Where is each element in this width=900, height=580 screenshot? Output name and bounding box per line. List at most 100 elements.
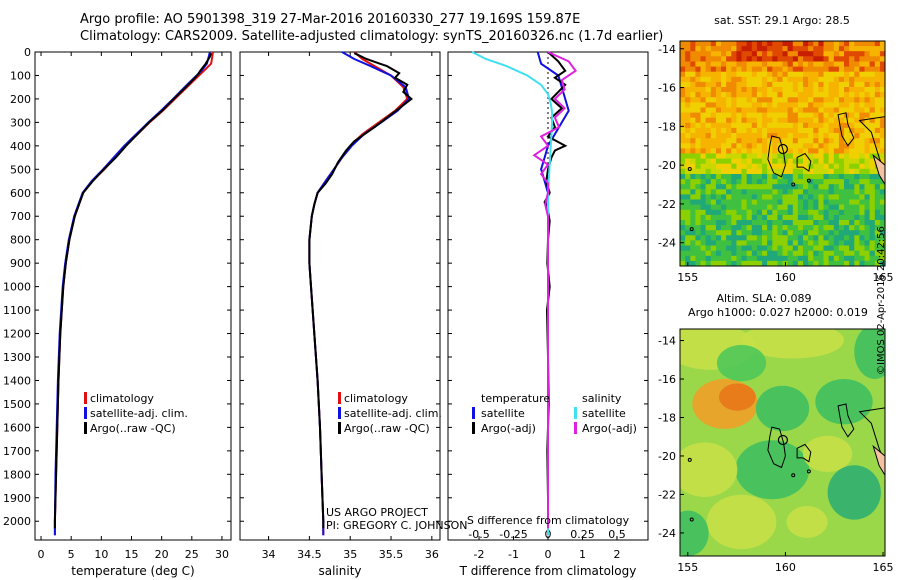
sst-cell <box>700 174 707 180</box>
sst-cell <box>751 225 758 231</box>
sst-cell <box>731 61 737 68</box>
sst-cell <box>715 102 722 109</box>
sst-cell <box>879 148 885 155</box>
sst-cell <box>782 240 789 247</box>
sst-cell <box>813 133 819 139</box>
sst-cell <box>833 56 840 62</box>
sst-cell <box>715 87 722 93</box>
sst-cell <box>859 138 866 144</box>
sst-cell <box>695 46 702 52</box>
sst-cell <box>787 194 794 201</box>
sst-cell <box>782 235 789 241</box>
sst-cell <box>746 51 753 57</box>
sst-cell <box>741 235 748 241</box>
sst-cell <box>833 92 840 98</box>
legend-swatch-t-satellite <box>472 407 475 419</box>
sst-cell <box>700 76 707 83</box>
sst-cell <box>736 148 743 155</box>
x-tick-label: 30 <box>215 548 229 561</box>
sst-cell <box>792 56 799 62</box>
sst-cell <box>828 225 835 231</box>
sst-cell <box>849 112 855 119</box>
sst-cell <box>879 245 885 252</box>
sst-cell <box>700 204 707 211</box>
sst-cell <box>746 199 753 206</box>
sst-cell <box>731 153 737 160</box>
depth-tick-label: 1400 <box>3 374 31 387</box>
sst-cell <box>879 138 885 144</box>
sst-cell <box>690 112 696 119</box>
sst-cell <box>869 260 876 266</box>
sst-cell <box>772 51 778 57</box>
sst-cell <box>874 255 881 262</box>
sst-cell <box>741 46 748 52</box>
sst-cell <box>767 81 773 88</box>
sst-cell <box>828 81 835 88</box>
sst-cell <box>680 250 686 257</box>
sst-cell <box>797 174 804 180</box>
sst-cell <box>833 240 840 247</box>
sst-cell <box>792 204 799 211</box>
sst-cell <box>741 87 748 93</box>
sst-cell <box>690 51 696 57</box>
sst-cell <box>818 240 825 247</box>
sst-cell <box>736 260 743 266</box>
sst-cell <box>685 189 691 195</box>
sst-cell <box>741 76 748 83</box>
sst-cell <box>833 260 840 266</box>
sst-cell <box>818 112 825 119</box>
sst-cell <box>731 250 737 257</box>
sst-cell <box>803 204 809 211</box>
sst-cell <box>721 133 727 139</box>
sst-cell <box>690 71 696 78</box>
x-tick-label-t: -2 <box>474 548 485 561</box>
sst-cell <box>710 158 717 165</box>
sst-cell <box>787 51 794 57</box>
sst-cell <box>849 97 855 103</box>
sst-cell <box>741 127 748 134</box>
sst-cell <box>767 245 773 252</box>
sst-cell <box>864 220 871 226</box>
sst-cell <box>731 214 737 221</box>
sst-cell <box>782 230 789 236</box>
sst-cell <box>746 46 753 52</box>
legend-swatch-satellite <box>338 407 341 419</box>
legend-label-t-satellite: satellite <box>481 407 525 420</box>
sst-cell <box>849 46 855 52</box>
sst-cell <box>854 51 860 57</box>
sst-cell <box>777 174 784 180</box>
sst-cell <box>762 97 768 103</box>
sst-cell <box>772 214 778 221</box>
sst-cell <box>710 163 717 170</box>
sst-cell <box>746 235 753 241</box>
sst-cell <box>823 240 830 247</box>
sst-cell <box>777 255 784 262</box>
sst-cell <box>854 81 860 88</box>
sst-cell <box>690 81 696 88</box>
sst-cell <box>869 240 876 247</box>
sst-cell <box>844 184 850 190</box>
sst-cell <box>726 51 732 57</box>
sst-cell <box>721 225 727 231</box>
sst-cell <box>838 107 845 114</box>
sst-cell <box>849 184 855 190</box>
sst-cell <box>828 112 835 119</box>
sst-cell <box>838 71 845 78</box>
sst-cell <box>803 107 809 114</box>
sst-cell <box>756 46 763 52</box>
sst-cell <box>869 158 876 165</box>
sst-cell <box>777 92 784 98</box>
sst-cell <box>823 61 830 68</box>
sst-cell <box>741 61 748 68</box>
sla-map-title-2: Argo h1000: 0.027 h2000: 0.019 <box>688 306 868 319</box>
sst-cell <box>823 127 830 134</box>
sst-cell <box>705 153 712 160</box>
sst-cell <box>767 41 773 47</box>
sst-cell <box>859 133 866 139</box>
sst-cell <box>849 179 855 185</box>
difference-legend: temperature satellite Argo(-adj) salinit… <box>472 392 637 435</box>
sst-cell <box>854 71 860 78</box>
sst-cell <box>741 71 748 78</box>
sst-cell <box>838 260 845 266</box>
sst-cell <box>813 158 819 165</box>
